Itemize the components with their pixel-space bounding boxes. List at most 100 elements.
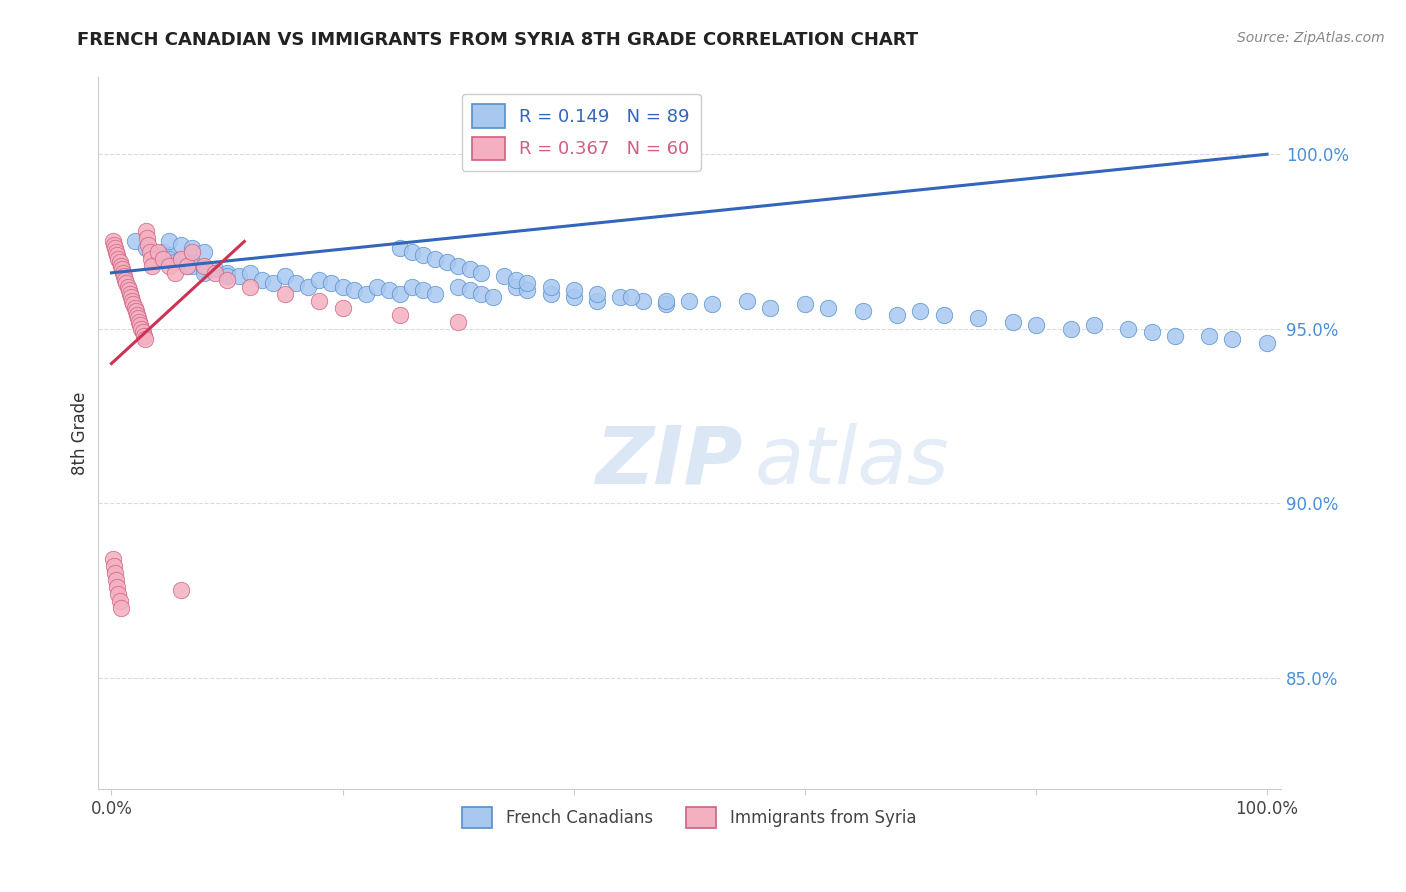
Point (1083, 318, 1105, 333)
Point (135, 224, 157, 238)
Point (107, 252, 129, 266)
Point (105, 248, 128, 262)
Point (125, 308, 148, 322)
Point (118, 286, 141, 301)
Point (759, 301, 782, 315)
Point (131, 321, 153, 335)
Point (215, 266, 238, 280)
Point (215, 273, 238, 287)
Point (146, 252, 169, 266)
Point (389, 308, 412, 322)
Point (181, 255, 204, 269)
Point (389, 241, 412, 255)
Point (204, 262, 226, 277)
Point (157, 259, 180, 273)
Point (108, 255, 131, 269)
Point (157, 235, 180, 249)
Point (103, 238, 125, 252)
Point (101, 552, 124, 566)
Point (609, 290, 631, 304)
Point (735, 293, 758, 308)
Point (138, 244, 160, 259)
Point (540, 280, 562, 294)
Point (458, 283, 481, 297)
Point (631, 293, 654, 308)
Point (516, 283, 538, 297)
Point (297, 280, 319, 294)
Point (239, 280, 262, 294)
Point (135, 241, 157, 255)
Point (1198, 328, 1220, 343)
Text: FRENCH CANADIAN VS IMMIGRANTS FROM SYRIA 8TH GRADE CORRELATION CHART: FRENCH CANADIAN VS IMMIGRANTS FROM SYRIA… (77, 31, 918, 49)
Point (319, 277, 342, 291)
Point (111, 262, 134, 277)
Point (141, 259, 163, 273)
Point (423, 286, 446, 301)
Point (932, 308, 955, 322)
Point (389, 286, 412, 301)
Point (585, 293, 607, 308)
Point (516, 277, 538, 291)
Point (101, 235, 124, 249)
Point (505, 280, 527, 294)
Point (1025, 318, 1047, 333)
Point (308, 273, 330, 287)
Point (120, 290, 142, 304)
Point (117, 280, 139, 294)
Point (107, 587, 129, 601)
Point (108, 594, 131, 608)
Point (181, 241, 204, 255)
Point (141, 244, 163, 259)
Point (139, 252, 162, 266)
Point (170, 238, 193, 252)
Point (678, 293, 700, 308)
Point (193, 244, 215, 259)
Point (447, 280, 470, 294)
Point (436, 255, 458, 269)
Point (181, 259, 204, 273)
Point (239, 266, 262, 280)
Point (910, 304, 932, 318)
Point (111, 266, 134, 280)
Point (447, 315, 470, 329)
Point (274, 286, 297, 301)
Text: atlas: atlas (755, 423, 949, 500)
Point (505, 273, 527, 287)
Point (176, 259, 198, 273)
Point (104, 566, 127, 580)
Point (115, 277, 138, 291)
Point (1163, 328, 1185, 343)
Text: Source: ZipAtlas.com: Source: ZipAtlas.com (1237, 31, 1385, 45)
Point (104, 241, 127, 255)
Point (793, 297, 815, 311)
Point (655, 293, 678, 308)
Point (967, 311, 990, 326)
Point (332, 280, 354, 294)
Point (332, 301, 354, 315)
Point (125, 304, 148, 318)
Point (423, 252, 446, 266)
Point (458, 262, 481, 277)
Point (308, 293, 330, 308)
Point (163, 266, 186, 280)
Point (1256, 335, 1278, 350)
Point (127, 311, 149, 326)
Point (562, 290, 585, 304)
Point (124, 235, 146, 249)
Point (412, 248, 434, 262)
Point (204, 266, 226, 280)
Point (110, 259, 132, 273)
Point (401, 280, 423, 294)
Point (193, 262, 215, 277)
Point (157, 248, 180, 262)
Point (378, 283, 401, 297)
Point (702, 297, 724, 311)
Point (1222, 332, 1244, 346)
Point (157, 252, 180, 266)
Point (193, 259, 215, 273)
Point (118, 283, 141, 297)
Point (655, 297, 678, 311)
Point (138, 238, 160, 252)
Point (129, 318, 152, 333)
Point (124, 301, 146, 315)
